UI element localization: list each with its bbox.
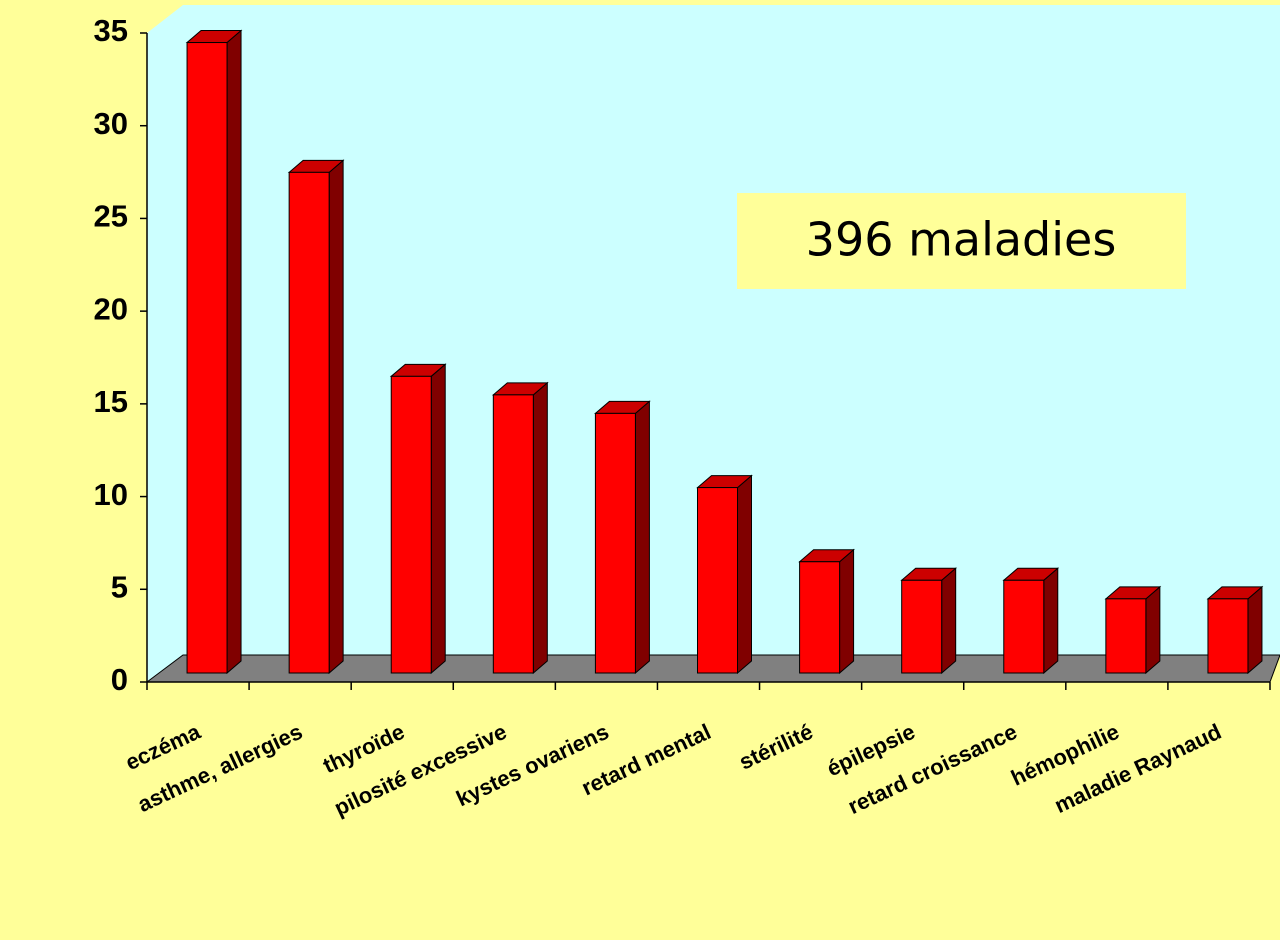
y-tick-label: 20 [94, 291, 128, 326]
bar [594, 412, 636, 674]
bar-side [532, 381, 548, 675]
bar-side [1247, 585, 1263, 675]
bar-side [328, 159, 344, 675]
bar-side [941, 567, 957, 675]
bar-side [1043, 567, 1059, 675]
annotation-box [737, 193, 1186, 289]
y-tick-label: 0 [111, 662, 128, 697]
bar-side [226, 29, 242, 675]
bar-side [839, 548, 855, 675]
bar [288, 171, 330, 674]
annotation: 396 maladies [806, 213, 1117, 267]
bar [390, 375, 432, 674]
bar [1105, 598, 1147, 674]
bar [1207, 598, 1249, 674]
bar-side [634, 400, 650, 675]
y-tick-label: 35 [94, 13, 128, 48]
bar [1003, 579, 1045, 674]
bar-side [1145, 585, 1161, 675]
y-tick-label: 10 [94, 477, 128, 512]
bar-side [430, 363, 446, 675]
y-tick-label: 5 [111, 569, 128, 604]
y-tick-label: 25 [94, 199, 128, 234]
bar [186, 42, 228, 674]
bar [799, 561, 841, 674]
bar [492, 394, 534, 674]
bar [901, 579, 943, 674]
y-tick-label: 15 [94, 384, 128, 419]
bar [697, 487, 738, 674]
bar-side [737, 474, 752, 675]
y-tick-label: 30 [94, 106, 128, 141]
